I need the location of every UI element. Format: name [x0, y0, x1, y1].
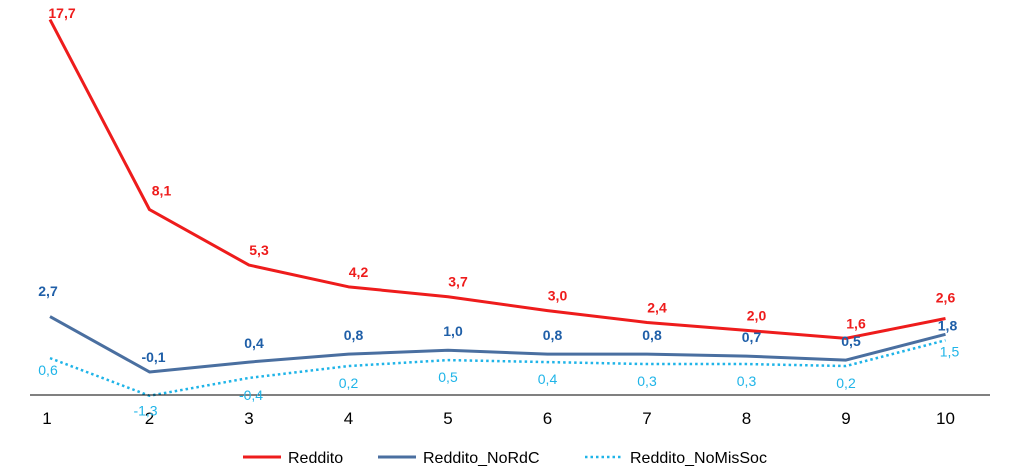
data-label-reddito: 1,6 [846, 315, 866, 331]
x-tick-label: 3 [244, 409, 253, 428]
data-label-reddito-nomissoc: 0,3 [737, 373, 757, 389]
data-label-reddito-nomissoc: 1,5 [940, 343, 960, 359]
legend-item-reddito: Reddito [243, 450, 343, 467]
data-label-reddito-nordc: 1,8 [938, 317, 958, 333]
series-line-reddito-nomissoc [49, 339, 946, 397]
data-label-reddito-nordc: 0,8 [642, 327, 662, 343]
data-label-reddito-nomissoc: -0,4 [239, 387, 263, 403]
data-label-reddito: 17,7 [48, 5, 75, 21]
x-tick-label: 5 [443, 409, 452, 428]
x-tick-label: 2 [145, 409, 154, 428]
data-label-reddito-nomissoc: 0,3 [637, 373, 657, 389]
legend-label: Reddito_NoRdC [423, 450, 540, 467]
data-label-reddito-nordc: 0,7 [742, 329, 762, 345]
data-label-reddito-nordc: -0,1 [141, 349, 165, 365]
data-label-reddito: 8,1 [152, 183, 172, 199]
series-lines [48, 18, 946, 397]
x-tick-label: 6 [543, 409, 552, 428]
data-label-reddito: 4,2 [349, 264, 369, 280]
x-axis-ticks: 1 2 3 4 5 6 7 8 9 10 [42, 409, 955, 428]
data-label-reddito: 3,7 [448, 274, 468, 290]
data-label-reddito-nordc: 2,7 [38, 283, 58, 299]
x-tick-label: 8 [742, 409, 751, 428]
legend: Reddito Reddito_NoRdC Reddito_NoMisSoc [243, 450, 767, 467]
data-label-reddito: 2,4 [647, 299, 667, 315]
x-tick-label: 1 [42, 409, 51, 428]
data-label-reddito-nordc: 1,0 [443, 323, 463, 339]
data-labels: 17,7 8,1 5,3 4,2 3,7 3,0 2,4 2,0 1,6 2,6 2,7 -0,1 0,… [38, 5, 959, 419]
data-label-reddito: 5,3 [249, 242, 269, 258]
data-label-reddito: 2,0 [747, 307, 767, 323]
series-line-reddito [48, 18, 946, 340]
data-label-reddito-nomissoc: 0,4 [538, 371, 558, 387]
data-label-reddito-nomissoc: 0,6 [38, 362, 58, 378]
data-label-reddito-nomissoc: 0,2 [339, 375, 359, 391]
legend-label: Reddito [288, 450, 343, 467]
data-label-reddito: 3,0 [548, 288, 568, 304]
x-tick-label: 4 [344, 409, 353, 428]
legend-item-reddito-nordc: Reddito_NoRdC [378, 450, 540, 467]
series-line-reddito-nordc [49, 315, 946, 374]
x-tick-label: 9 [841, 409, 850, 428]
data-label-reddito-nordc: 0,8 [543, 327, 563, 343]
data-label-reddito-nordc: 0,4 [244, 335, 264, 351]
data-label-reddito-nordc: 0,8 [344, 327, 364, 343]
data-label-reddito-nomissoc: 0,5 [438, 369, 458, 385]
data-label-reddito: 2,6 [936, 290, 956, 306]
legend-item-reddito-nomissoc: Reddito_NoMisSoc [585, 450, 767, 467]
data-label-reddito-nomissoc: 0,2 [836, 375, 856, 391]
data-label-reddito-nomissoc: -1,3 [133, 403, 157, 419]
data-label-reddito-nordc: 0,5 [841, 333, 861, 349]
x-tick-label: 7 [642, 409, 651, 428]
legend-label: Reddito_NoMisSoc [630, 450, 767, 467]
x-tick-label: 10 [936, 409, 955, 428]
